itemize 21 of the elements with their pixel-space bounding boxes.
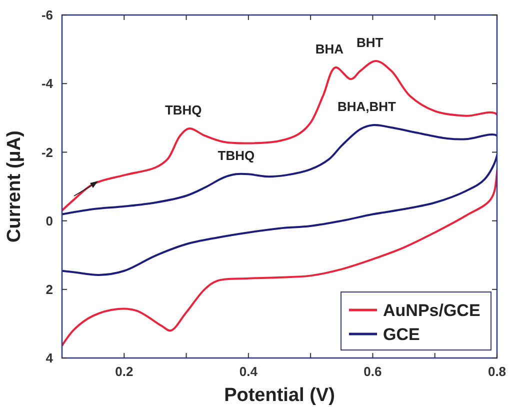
x-tick-label: 0.4	[239, 364, 258, 379]
annotation: BHA,BHT	[337, 99, 396, 114]
y-axis-title: Current (μA)	[4, 130, 25, 242]
legend-label: AuNPs/GCE	[383, 300, 480, 320]
y-tick-label: -4	[41, 76, 54, 92]
annotation: TBHQ	[218, 148, 255, 164]
x-tick-label: 0.6	[364, 364, 382, 379]
y-tick-label: 4	[46, 350, 54, 366]
annotation: TBHQ	[164, 102, 202, 118]
annotation: BHT	[356, 34, 384, 50]
y-tick-label: -6	[41, 8, 53, 23]
y-tick-label: -2	[41, 144, 53, 160]
annotation: BHA	[315, 41, 344, 56]
x-tick-label: 0.8	[488, 364, 506, 379]
x-tick-label: 0.2	[115, 364, 134, 379]
y-tick-label: 0	[46, 213, 53, 228]
x-axis-title: Potential (V)	[224, 385, 335, 406]
line-series	[62, 124, 497, 276]
legend-label: GCE	[383, 324, 420, 344]
y-tick-label: 2	[46, 282, 53, 297]
line-series	[62, 60, 497, 347]
